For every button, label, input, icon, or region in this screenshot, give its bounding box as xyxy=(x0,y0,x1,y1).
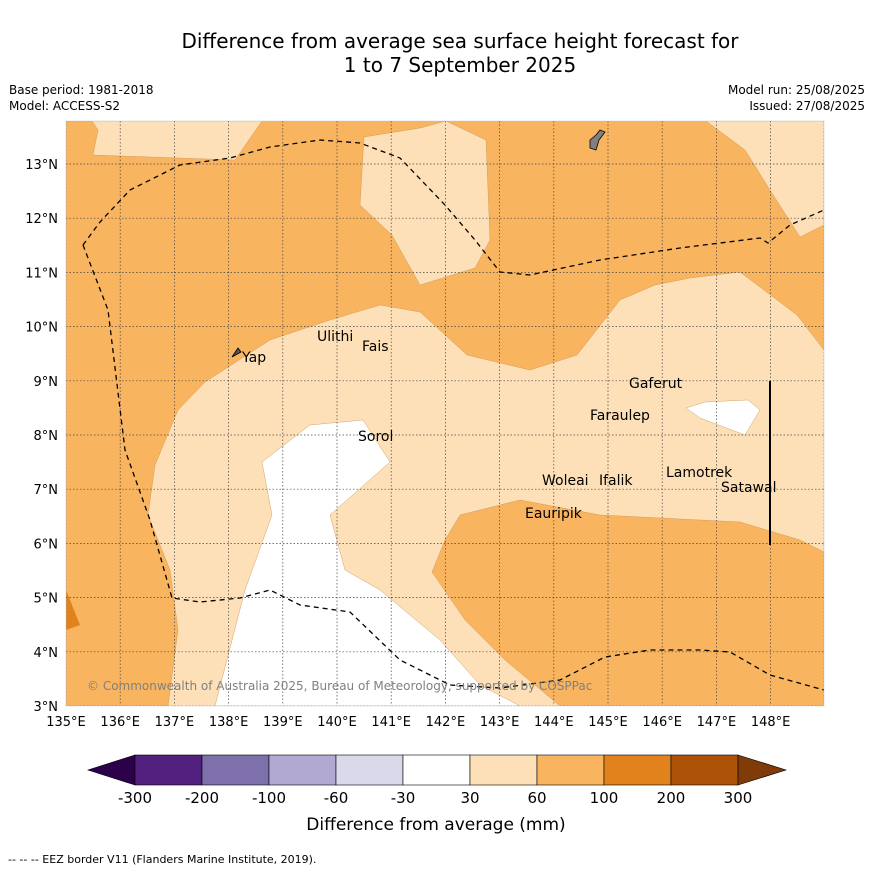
label-lamotrek: Lamotrek xyxy=(666,465,733,481)
colorbar-swatch xyxy=(402,754,471,786)
band-60-100-north xyxy=(66,121,824,706)
yap-island xyxy=(231,347,242,358)
colorbar-swatch xyxy=(201,754,270,786)
colorbar-tick-label: -60 xyxy=(324,789,349,807)
lat-label: 12°N xyxy=(25,212,58,227)
lon-label: 148°E xyxy=(751,715,791,730)
model-name: Model: ACCESS-S2 xyxy=(9,99,121,113)
band-30-60-pocket-2 xyxy=(91,121,263,161)
lat-label: 11°N xyxy=(25,266,58,281)
label-faraulep: Faraulep xyxy=(590,408,650,424)
guam-island xyxy=(589,129,606,151)
colorbar-ticks: -300 -200 -100 -60 -30 30 60 100 200 300 xyxy=(118,789,752,807)
colorbar-tick-label: -300 xyxy=(118,789,152,807)
band-60-100-south xyxy=(431,499,824,706)
lon-label: 145°E xyxy=(588,715,628,730)
colorbar-tick-label: 100 xyxy=(590,789,619,807)
map-frame xyxy=(65,120,825,707)
lon-label: 137°E xyxy=(155,715,195,730)
lat-label: 6°N xyxy=(34,537,59,552)
band-neutral-east xyxy=(685,399,761,436)
issued-date: Issued: 27/08/2025 xyxy=(749,99,865,113)
lat-label: 7°N xyxy=(34,483,59,498)
label-eauripik: Eauripik xyxy=(525,506,583,522)
colorbar-tick-label: 300 xyxy=(724,789,753,807)
lat-label: 5°N xyxy=(34,592,59,607)
lon-label: 142°E xyxy=(426,715,466,730)
base-period: Base period: 1981-2018 xyxy=(9,83,154,97)
colorbar-swatch xyxy=(134,754,203,786)
lon-label: 146°E xyxy=(642,715,682,730)
band-30-60-pocket-3 xyxy=(359,121,491,286)
graticule xyxy=(66,121,824,706)
band-30-60-pocket-4 xyxy=(705,121,824,238)
label-satawal: Satawal xyxy=(721,480,776,496)
model-run: Model run: 25/08/2025 xyxy=(727,83,865,97)
label-sorol: Sorol xyxy=(358,429,393,445)
band-neutral-center xyxy=(214,419,521,706)
colorbar-swatch xyxy=(469,754,538,786)
copyright-notice: © Commonwealth of Australia 2025, Bureau… xyxy=(87,679,592,693)
colorbar-swatch xyxy=(335,754,404,786)
label-ifalik: Ifalik xyxy=(599,473,633,489)
lat-label: 10°N xyxy=(25,321,58,336)
colorbar-under-arrow xyxy=(87,754,136,786)
label-ulithi: Ulithi xyxy=(317,329,353,345)
eez-footer-note: -- -- -- EEZ border V11 (Flanders Marine… xyxy=(8,853,317,866)
colorbar-swatch xyxy=(268,754,337,786)
longitude-labels: 135°E 136°E 137°E 138°E 139°E 140°E 141°E 142°E… xyxy=(46,715,790,730)
colorbar-swatch xyxy=(536,754,605,786)
colorbar-tick-label: -200 xyxy=(185,789,219,807)
lat-label: 3°N xyxy=(34,700,59,715)
colorbar-tick-label: -100 xyxy=(252,789,286,807)
lon-label: 147°E xyxy=(697,715,737,730)
label-yap: Yap xyxy=(241,350,266,366)
lat-label: 8°N xyxy=(34,429,59,444)
lat-label: 4°N xyxy=(34,646,59,661)
colorbar-over-arrow xyxy=(737,754,788,786)
colorbar-swatch xyxy=(603,754,672,786)
lat-label: 13°N xyxy=(25,158,58,173)
colorbar xyxy=(87,754,788,786)
colorbar-tick-label: -30 xyxy=(391,789,416,807)
label-gaferut: Gaferut xyxy=(629,376,683,392)
lon-label: 138°E xyxy=(209,715,249,730)
band-100-200-west xyxy=(66,590,80,630)
colorbar-tick-label: 30 xyxy=(460,789,479,807)
lon-label: 140°E xyxy=(317,715,357,730)
lon-label: 139°E xyxy=(263,715,303,730)
map-area xyxy=(66,121,824,706)
lon-label: 135°E xyxy=(46,715,86,730)
title-line-1: Difference from average sea surface heig… xyxy=(181,29,739,53)
latitude-labels: 13°N 12°N 11°N 10°N 9°N 8°N 7°N 6°N 5°N 4°N 3°N xyxy=(25,158,58,715)
eez-border xyxy=(82,244,824,691)
eez-border-north xyxy=(82,139,824,276)
lon-label: 141°E xyxy=(371,715,411,730)
lon-label: 144°E xyxy=(534,715,574,730)
lat-label: 9°N xyxy=(34,375,59,390)
lon-label: 143°E xyxy=(480,715,520,730)
lon-label: 136°E xyxy=(100,715,140,730)
colorbar-swatch xyxy=(670,754,739,786)
colorbar-tick-label: 200 xyxy=(657,789,686,807)
colorbar-tick-label: 60 xyxy=(527,789,546,807)
label-fais: Fais xyxy=(362,339,389,355)
title-line-2: 1 to 7 September 2025 xyxy=(343,53,577,77)
label-woleai: Woleai xyxy=(542,473,589,489)
colorbar-title: Difference from average (mm) xyxy=(306,815,565,835)
